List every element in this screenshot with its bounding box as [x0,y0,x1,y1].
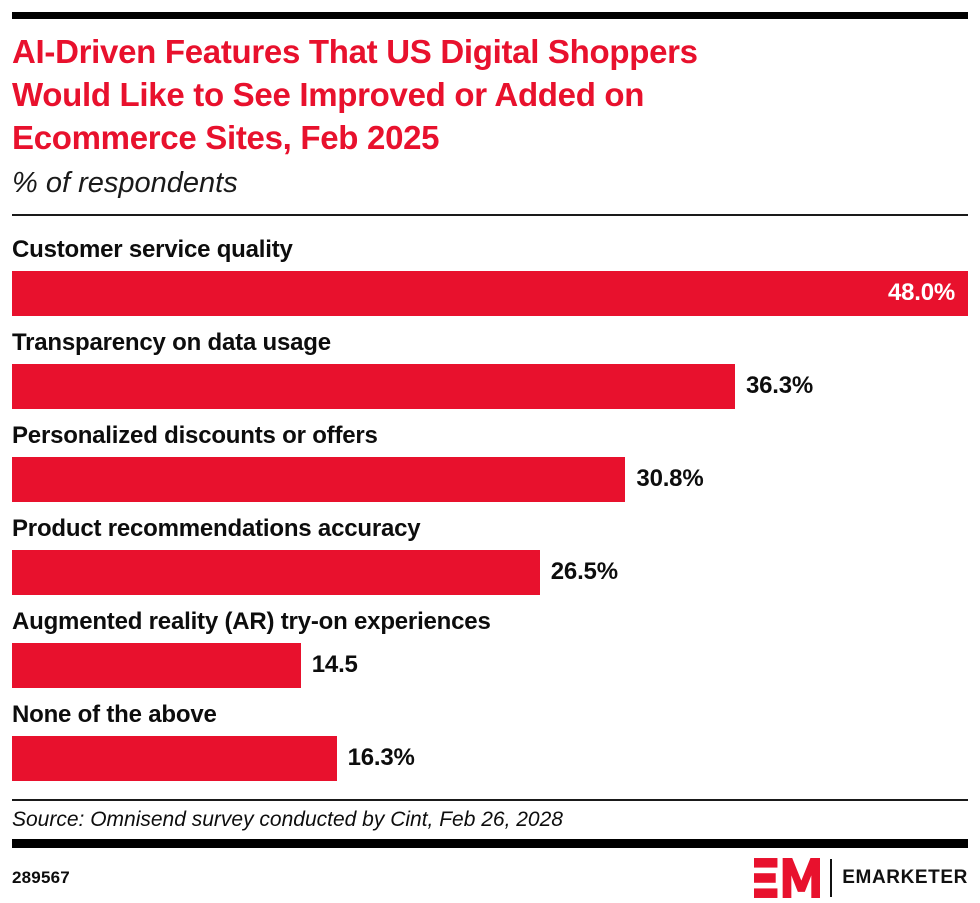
chart-title: AI-Driven Features That US Digital Shopp… [12,30,968,160]
source-text: Source: Omnisend survey conducted by Cin… [12,807,563,831]
bar-value: 36.3% [745,372,814,400]
category-label: None of the above [12,700,217,728]
chart-subtitle: % of respondents [12,166,238,199]
chart-page: AI-Driven Features That US Digital Shopp… [0,12,980,899]
bar-track: 16.3% [12,735,968,781]
emarketer-monogram-icon [754,857,821,898]
category-label: Product recommendations accuracy [12,514,421,542]
category-label: Augmented reality (AR) try-on experience… [12,607,491,635]
chart-id: 289567 [12,867,70,887]
header-divider [12,213,968,216]
bar-track: 36.3% [12,363,968,409]
bar [12,642,301,688]
bar [12,456,626,502]
category-label: Transparency on data usage [12,328,331,356]
footer: 289567 EMARKETER [12,857,968,899]
chart-row: Personalized discounts or offers 30.8% [12,422,968,502]
chart-row: Augmented reality (AR) try-on experience… [12,608,968,688]
bar-track: 48.0% [12,270,968,316]
category-label: Customer service quality [12,235,293,263]
bar-track: 26.5% [12,549,968,595]
bar-track: 30.8% [12,456,968,502]
bottom-rule [12,838,968,848]
top-rule [12,12,968,19]
chart-row: None of the above 16.3% [12,701,968,781]
bar-value: 30.8% [636,465,704,493]
bar-value: 14.5 [311,651,358,679]
bar-track: 14.5 [12,642,968,688]
chart-row: Product recommendations accuracy 26.5% [12,515,968,595]
category-label: Personalized discounts or offers [12,421,378,449]
chart-title-line-1: AI-Driven Features That US Digital Shopp… [12,33,698,70]
emarketer-brand: EMARKETER [754,857,968,898]
bar [12,735,337,781]
bar [12,363,735,409]
chart-title-line-2: Would Like to See Improved or Added on [12,76,645,114]
source-block: Source: Omnisend survey conducted by Cin… [12,798,968,839]
bar: 48.0% [12,270,968,316]
bar-value: 48.0% [887,279,955,307]
bar-value: 16.3% [347,744,415,772]
chart-title-line-3: Ecommerce Sites, Feb 2025 [12,119,440,157]
emarketer-wordmark: EMARKETER [842,866,968,888]
brand-divider [830,858,833,897]
chart-row: Transparency on data usage 36.3% [12,329,968,409]
chart-row: Customer service quality 48.0% [12,236,968,316]
bar-value: 26.5% [550,558,618,586]
bar [12,549,540,595]
bar-chart: Customer service quality 48.0% Transpare… [12,236,968,781]
